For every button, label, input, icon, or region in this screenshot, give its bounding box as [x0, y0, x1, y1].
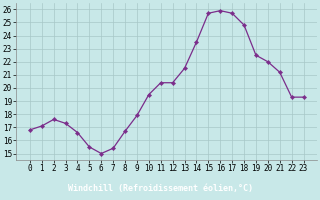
Text: Windchill (Refroidissement éolien,°C): Windchill (Refroidissement éolien,°C)	[68, 184, 252, 192]
